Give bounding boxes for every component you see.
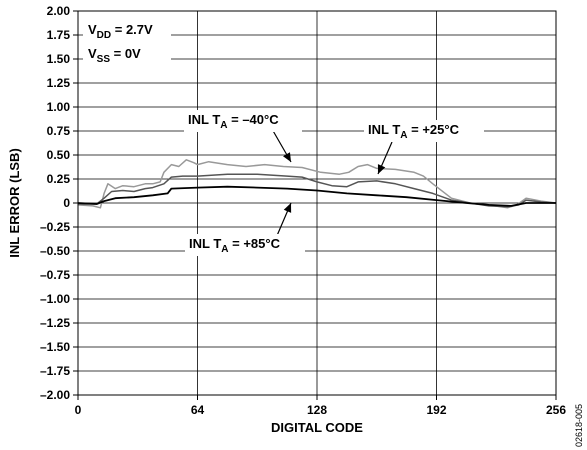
- label-neg40-sub: A: [220, 120, 227, 131]
- y-tick-label: 0.25: [47, 172, 71, 186]
- x-tick-label: 128: [307, 403, 327, 417]
- label-25-rest: = +25°C: [408, 122, 460, 137]
- x-tick-label: 0: [75, 403, 82, 417]
- label-25-background: [364, 120, 484, 142]
- y-tick-label: –2.00: [40, 388, 70, 402]
- vdd-condition: VDD = 2.7V: [88, 22, 153, 41]
- label-85-main: INL T: [189, 236, 221, 251]
- grid-lines: [73, 10, 557, 400]
- vss-value: = 0V: [110, 46, 141, 61]
- vss-symbol: V: [88, 46, 97, 61]
- y-tick-label: 1.75: [47, 28, 71, 42]
- label-25-main: INL T: [368, 122, 400, 137]
- series-line-0: [77, 159, 557, 209]
- y-tick-labels: 2.00 1.75 1.50 1.25 1.00 0.75 0.50 0.25 0 –0.25 –0…: [40, 4, 70, 402]
- label-neg40-rest: = –40°C: [228, 112, 280, 127]
- y-tick-label: –1.50: [40, 340, 70, 354]
- series-line-2: [77, 185, 556, 207]
- y-axis-label: INL ERROR (LSB): [7, 148, 22, 258]
- pointer-neg40-head: [283, 152, 291, 162]
- annotation-pointers: [271, 128, 393, 239]
- series-label-85: INL TA = +85°C: [189, 236, 281, 255]
- vdd-symbol: V: [88, 22, 97, 37]
- label-85-sub: A: [221, 244, 228, 255]
- y-tick-label: –1.75: [40, 364, 70, 378]
- plot-frame: [77, 10, 557, 396]
- vdd-subscript: DD: [97, 30, 111, 41]
- y-tick-label: –0.25: [40, 220, 70, 234]
- series-label-neg40: INL TA = –40°C: [188, 112, 279, 131]
- y-tick-label: 1.00: [47, 100, 71, 114]
- y-tick-label: 1.25: [47, 76, 71, 90]
- pointer-25-head: [377, 164, 386, 174]
- x-tick-label: 192: [426, 403, 446, 417]
- y-tick-label: –0.75: [40, 268, 70, 282]
- label-85-background: [185, 234, 305, 256]
- x-tick-label: 256: [546, 403, 566, 417]
- vss-subscript: SS: [97, 54, 111, 65]
- label-25-sub: A: [400, 130, 407, 141]
- x-axis-label: DIGITAL CODE: [271, 420, 363, 435]
- label-neg40-main: INL T: [188, 112, 220, 127]
- vdd-value: = 2.7V: [111, 22, 153, 37]
- y-tick-label: 0.50: [47, 148, 71, 162]
- y-tick-label: –0.50: [40, 244, 70, 258]
- x-tick-label: 64: [191, 403, 205, 417]
- series-label-25: INL TA = +25°C: [368, 122, 460, 141]
- y-tick-label: 0.75: [47, 124, 71, 138]
- y-tick-label: 2.00: [47, 4, 71, 18]
- label-neg40-background: [184, 110, 302, 132]
- figure-id: 02618-005: [574, 404, 584, 447]
- pointer-85-head: [283, 203, 292, 213]
- vss-condition: VSS = 0V: [88, 46, 141, 65]
- y-tick-label: 1.50: [47, 52, 71, 66]
- y-tick-label: 0: [63, 196, 70, 210]
- series-layer: [77, 159, 557, 209]
- conditions-background: [83, 14, 171, 66]
- label-85-rest: = +85°C: [229, 236, 281, 251]
- x-tick-labels: 0 64 128 192 256: [75, 403, 567, 417]
- y-tick-label: –1.25: [40, 316, 70, 330]
- y-tick-label: –1.00: [40, 292, 70, 306]
